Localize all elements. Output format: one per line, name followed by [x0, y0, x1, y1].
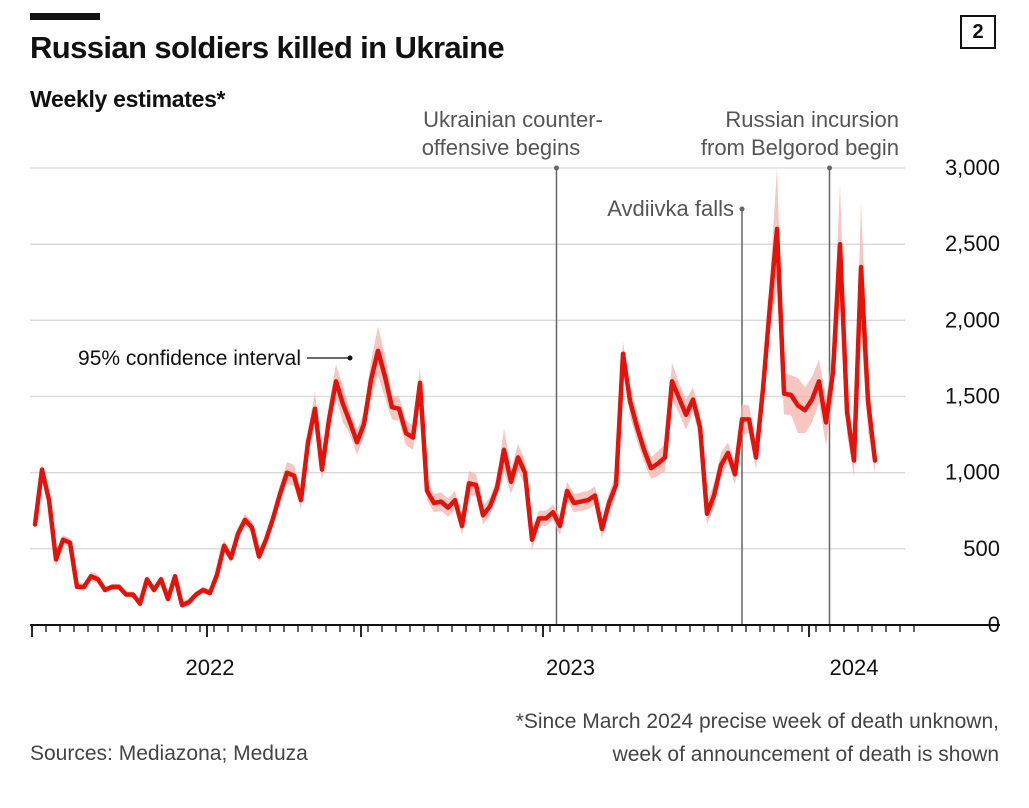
x-tick-label-2022: 2022 [186, 655, 235, 680]
y-tick-label-3000: 3,000 [945, 155, 1000, 180]
annotation-ukrainian-counteroffensive-line-1: offensive begins [422, 135, 581, 160]
y-tick-label-2000: 2,000 [945, 307, 1000, 332]
annotation-confidence-interval-dot [347, 355, 353, 361]
x-axis-ticks [31, 625, 915, 637]
chart-title: Russian soldiers killed in Ukraine [30, 30, 505, 65]
footnote: *Since March 2024 precise week of death … [516, 705, 999, 771]
event-dot-1 [739, 206, 745, 212]
header-rule [30, 13, 100, 20]
annotation-russian-incursion-line-1: from Belgorod begin [701, 135, 899, 160]
x-tick-label-2023: 2023 [546, 655, 595, 680]
annotations: Ukrainian counter-offensive begins Avdiiv… [78, 107, 899, 370]
event-dot-2 [827, 165, 832, 171]
annotation-confidence-interval: 95% confidence interval [78, 347, 301, 370]
event-dot-0 [554, 165, 559, 171]
source-note: Sources: Mediazona; Meduza [30, 742, 308, 765]
footnote-line-1: *Since March 2024 precise week of death … [515, 710, 999, 733]
footnote-line-2: week of announcement of death is shown [612, 743, 999, 766]
data-points [34, 228, 876, 606]
grid-lines [30, 167, 905, 550]
y-tick-label-1500: 1,500 [945, 384, 1000, 409]
y-tick-label-2500: 2,500 [945, 231, 1000, 256]
series-line [32, 226, 878, 608]
annotation-ukrainian-counteroffensive-line-0: Ukrainian counter- [423, 107, 603, 132]
y-tick-label-500: 500 [963, 536, 1000, 561]
chart-subtitle: Weekly estimates* [30, 86, 226, 112]
annotation-russian-incursion-line-0: Russian incursion [725, 107, 899, 132]
chart-number-badge: 2 [960, 15, 996, 49]
x-axis-labels: 2022 2023 2024 [186, 655, 879, 680]
y-tick-label-1000: 1,000 [945, 460, 1000, 485]
annotation-avdiivka-falls: Avdiivka falls [607, 196, 734, 221]
x-tick-label-2024: 2024 [830, 655, 879, 680]
confidence-interval-band [35, 168, 875, 609]
